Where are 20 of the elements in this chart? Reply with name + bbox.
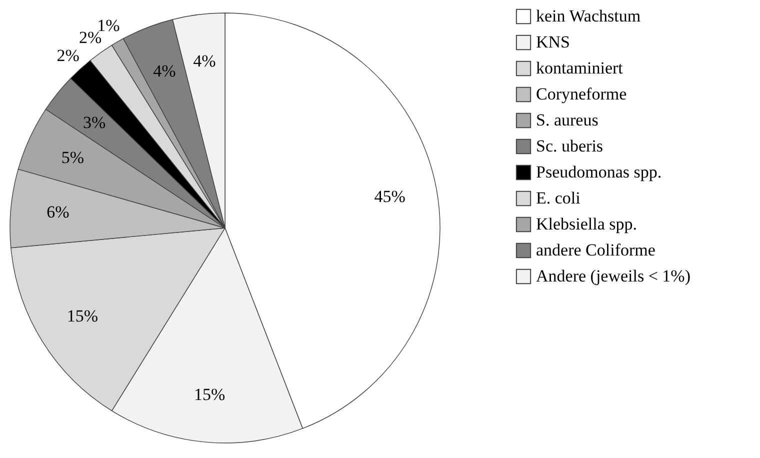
legend-label: Sc. uberis	[536, 136, 604, 156]
data-label: 15%	[66, 306, 98, 326]
legend-label: kein Wachstum	[536, 6, 641, 26]
data-label: 2%	[56, 46, 80, 65]
legend-label: kontaminiert	[536, 58, 624, 78]
legend-label: Klebsiella spp.	[536, 214, 638, 234]
data-label: 4%	[193, 52, 216, 71]
legend-label: andere Coliforme	[536, 240, 656, 260]
legend-label: S. aureus	[536, 110, 598, 130]
legend-label: E. coli	[536, 188, 581, 208]
legend-label: Pseudomonas spp.	[536, 162, 662, 182]
legend-label: Coryneforme	[536, 84, 627, 104]
data-label: 45%	[374, 187, 406, 206]
data-label: 3%	[83, 112, 106, 132]
data-label: 4%	[153, 62, 176, 81]
legend-label: Andere (jeweils < 1%)	[536, 266, 691, 286]
data-label: 6%	[46, 202, 70, 222]
legend-label: KNS	[536, 32, 570, 52]
data-label: 15%	[194, 384, 226, 404]
data-label: 5%	[61, 148, 84, 167]
